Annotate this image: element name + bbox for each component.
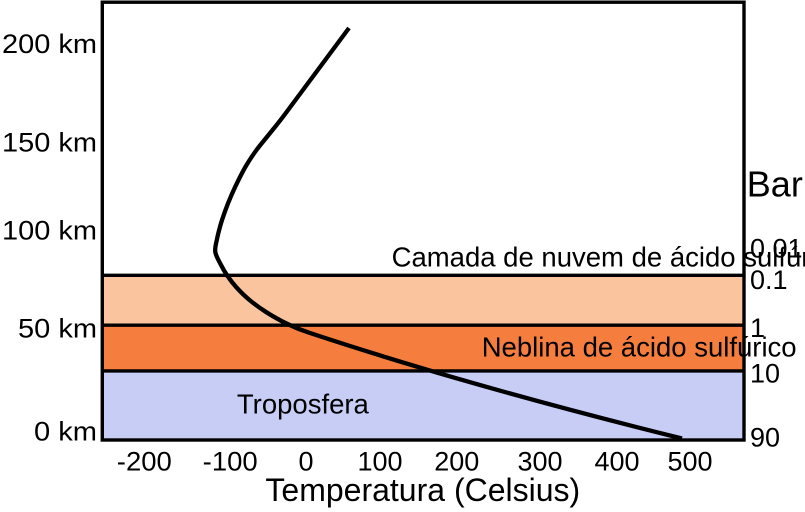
svg-text:-100: -100 (203, 447, 258, 477)
svg-text:0.01: 0.01 (750, 234, 803, 264)
svg-text:0 km: 0 km (34, 416, 97, 446)
svg-text:1: 1 (750, 313, 765, 343)
svg-text:Bar: Bar (747, 164, 803, 205)
svg-text:400: 400 (594, 447, 639, 477)
svg-text:150 km: 150 km (2, 128, 97, 158)
svg-text:Camada de nuvem de ácido sulfú: Camada de nuvem de ácido sulfúrico (392, 242, 805, 273)
svg-text:0: 0 (298, 447, 313, 477)
svg-text:0.1: 0.1 (750, 265, 788, 295)
svg-text:200 km: 200 km (2, 29, 97, 59)
svg-text:100 km: 100 km (2, 215, 97, 245)
svg-text:90: 90 (750, 423, 780, 453)
svg-text:Neblina de ácido sulfúrico: Neblina de ácido sulfúrico (482, 332, 797, 363)
svg-text:50 km: 50 km (18, 314, 97, 344)
svg-text:100: 100 (357, 447, 402, 477)
svg-text:200: 200 (434, 447, 479, 477)
svg-text:300: 300 (517, 447, 562, 477)
svg-text:500: 500 (667, 447, 712, 477)
svg-text:-200: -200 (117, 447, 172, 477)
svg-text:Temperatura (Celsius): Temperatura (Celsius) (265, 472, 580, 508)
svg-text:10: 10 (750, 359, 780, 389)
svg-text:Troposfera: Troposfera (237, 389, 370, 420)
